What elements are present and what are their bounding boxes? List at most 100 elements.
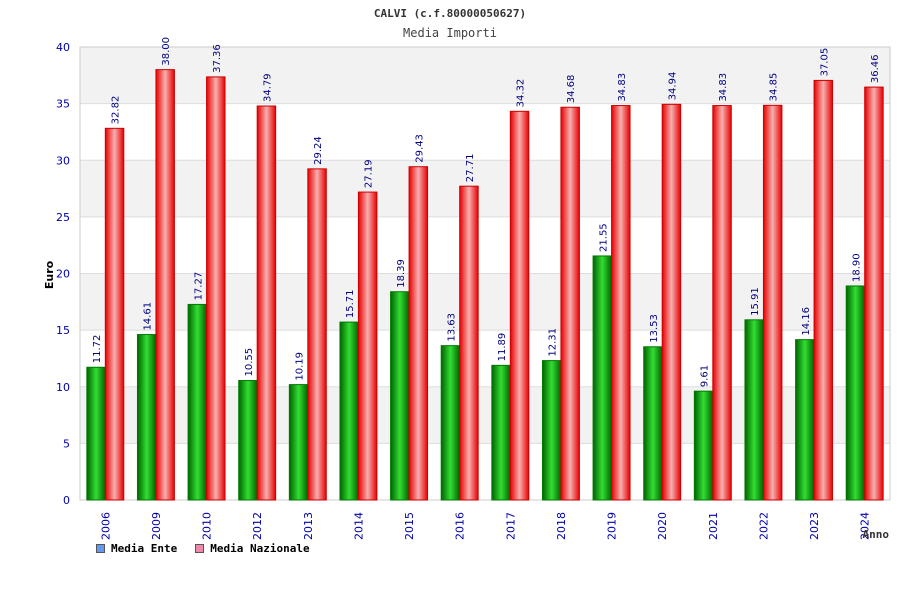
legend-label-nazionale: Media Nazionale (210, 542, 310, 555)
bar (491, 364, 511, 501)
x-tick-label: 2006 (99, 512, 112, 540)
bar (155, 69, 175, 501)
y-tick-label: 40 (56, 41, 70, 54)
bar (440, 345, 461, 501)
data-label: 10.19 (295, 352, 306, 381)
x-tick-label: 2019 (606, 512, 619, 540)
data-label: 37.05 (819, 48, 830, 77)
legend-item-ente: Media Ente (96, 542, 177, 555)
y-tick-label: 15 (56, 324, 70, 337)
data-label: 34.85 (769, 73, 780, 102)
bar (712, 105, 732, 501)
bar (744, 319, 764, 501)
bar (693, 390, 714, 501)
bar (357, 191, 378, 501)
bar (136, 334, 157, 501)
bar (762, 104, 783, 501)
data-label: 9.61 (700, 365, 711, 387)
bar (611, 105, 631, 501)
bar (86, 366, 106, 501)
data-label: 13.63 (446, 313, 457, 342)
y-tick-label: 25 (56, 211, 70, 224)
data-label: 18.39 (396, 259, 407, 288)
bar (509, 110, 530, 501)
x-tick-label: 2014 (352, 512, 365, 540)
x-tick-label: 2017 (504, 512, 517, 540)
x-tick-label: 2013 (302, 512, 315, 540)
plot-area: 0 5 10 15 20 25 30 35 40 11.72 32.82 2006 14.61 38.00… (56, 37, 891, 540)
data-label: 27.19 (364, 159, 375, 188)
y-tick-label: 10 (56, 381, 70, 394)
legend-swatch-nazionale (195, 544, 205, 553)
data-label: 13.53 (649, 314, 660, 343)
y-tick-label: 35 (56, 98, 70, 111)
data-label: 38.00 (161, 37, 172, 66)
bar (661, 103, 682, 501)
chart-title: CALVI (c.f.80000050627) (374, 7, 526, 20)
data-label: 11.72 (92, 335, 103, 364)
x-tick-label: 2010 (201, 512, 214, 540)
legend-label-ente: Media Ente (111, 542, 178, 555)
data-label: 37.36 (212, 44, 223, 73)
y-tick-label: 5 (63, 437, 70, 450)
data-label: 14.61 (143, 302, 154, 331)
y-tick-label: 0 (63, 494, 70, 507)
plot-frame (79, 46, 891, 501)
bar (541, 360, 562, 501)
x-tick-label: 2016 (454, 512, 467, 540)
data-label: 14.16 (801, 307, 812, 336)
legend-swatch-ente (96, 544, 105, 553)
x-tick-label: 2024 (859, 512, 872, 540)
data-label: 34.83 (617, 73, 628, 102)
bar (643, 346, 663, 501)
bar (592, 255, 613, 501)
data-label: 34.79 (262, 73, 273, 102)
x-tick-label: 2021 (707, 512, 720, 540)
bar (307, 168, 327, 501)
data-label: 12.31 (548, 328, 559, 357)
data-label: 34.68 (566, 75, 577, 104)
bar (288, 384, 309, 501)
bar (256, 105, 277, 501)
bar (390, 291, 410, 501)
x-tick-label: 2018 (555, 512, 568, 540)
bar (795, 339, 815, 501)
data-label: 15.91 (750, 287, 761, 316)
x-tick-label: 2012 (251, 512, 264, 540)
data-label: 29.43 (414, 134, 425, 163)
legend-item-nazionale: Media Nazionale (195, 542, 310, 555)
x-tick-label: 2020 (656, 512, 669, 540)
chart-subtitle: Media Importi (403, 26, 497, 40)
bar (408, 166, 429, 501)
data-label: 27.71 (465, 154, 476, 183)
x-axis-label: Anno (863, 528, 890, 541)
data-label: 21.55 (598, 223, 609, 252)
x-tick-label: 2009 (150, 512, 163, 540)
y-tick-label: 20 (56, 268, 70, 281)
data-label: 36.46 (870, 54, 881, 83)
bar (339, 321, 359, 501)
data-label: 29.24 (313, 136, 324, 165)
data-label: 15.71 (345, 289, 356, 318)
y-tick-label: 30 (56, 154, 70, 167)
data-label: 17.27 (193, 272, 204, 301)
bar (187, 303, 208, 501)
data-label: 34.32 (516, 79, 527, 108)
bar (238, 380, 258, 501)
data-label: 18.90 (851, 253, 862, 282)
x-tick-label: 2023 (808, 512, 821, 540)
legend: Media Ente Media Nazionale (96, 542, 310, 555)
data-label: 34.94 (667, 72, 678, 101)
bar (206, 76, 226, 501)
y-axis-label: Euro (43, 260, 56, 289)
data-label: 10.55 (244, 348, 255, 377)
bar (104, 127, 125, 501)
x-tick-label: 2015 (403, 512, 416, 540)
data-label: 32.82 (111, 96, 122, 125)
data-label: 11.89 (497, 333, 508, 362)
bar (845, 285, 866, 501)
bar (459, 185, 479, 501)
bar (813, 79, 834, 501)
bar (864, 86, 884, 501)
